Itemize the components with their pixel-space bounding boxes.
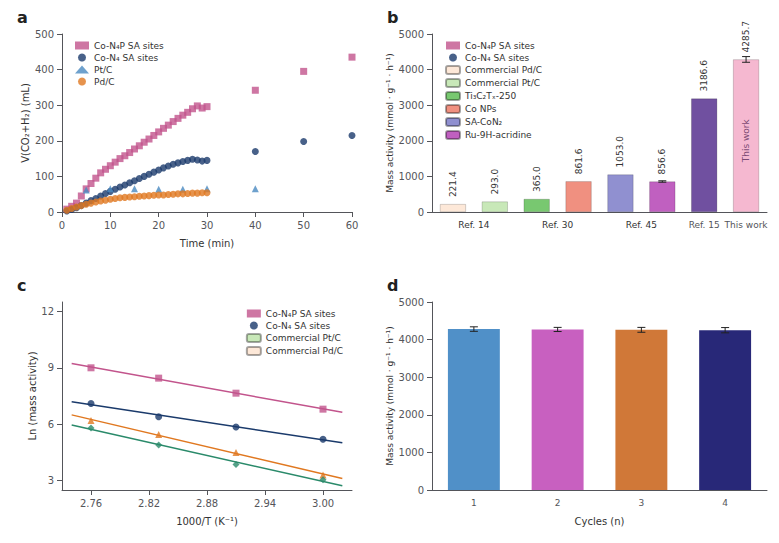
svg-text:3: 3 — [639, 498, 645, 508]
svg-text:Commercial Pt/C: Commercial Pt/C — [266, 333, 341, 343]
svg-text:Time (min): Time (min) — [179, 238, 234, 249]
svg-text:4000: 4000 — [399, 334, 424, 345]
svg-text:10: 10 — [104, 220, 117, 231]
svg-text:This work: This work — [741, 118, 751, 163]
svg-text:4000: 4000 — [399, 64, 424, 75]
svg-text:0: 0 — [418, 485, 424, 496]
svg-text:2.82: 2.82 — [138, 498, 160, 509]
svg-text:Commercial Pd/C: Commercial Pd/C — [465, 65, 542, 75]
svg-text:50: 50 — [297, 220, 310, 231]
svg-text:3000: 3000 — [399, 372, 424, 383]
svg-text:4285.7: 4285.7 — [741, 21, 751, 53]
svg-text:861.6: 861.6 — [574, 148, 584, 174]
svg-text:100: 100 — [35, 171, 54, 182]
svg-text:SA-CoN₂: SA-CoN₂ — [465, 117, 503, 127]
svg-text:9: 9 — [48, 362, 54, 373]
svg-text:3.00: 3.00 — [312, 498, 334, 509]
svg-text:1: 1 — [471, 498, 477, 508]
svg-text:1000: 1000 — [399, 447, 424, 458]
svg-text:Ref. 14: Ref. 14 — [458, 220, 489, 230]
svg-text:2: 2 — [555, 498, 561, 508]
svg-text:Co-N₄P SA sites: Co-N₄P SA sites — [266, 309, 336, 319]
svg-text:This work: This work — [724, 220, 769, 230]
svg-text:0: 0 — [59, 220, 65, 231]
svg-text:2000: 2000 — [399, 409, 424, 420]
svg-text:2.88: 2.88 — [196, 498, 218, 509]
svg-text:400: 400 — [35, 64, 54, 75]
svg-text:Co-N₄ SA sites: Co-N₄ SA sites — [266, 321, 331, 331]
svg-text:20: 20 — [152, 220, 165, 231]
svg-text:5000: 5000 — [399, 29, 424, 40]
svg-text:365.0: 365.0 — [532, 166, 542, 192]
svg-text:Pd/C: Pd/C — [94, 77, 114, 87]
svg-text:Commercial Pt/C: Commercial Pt/C — [465, 78, 540, 88]
svg-text:40: 40 — [249, 220, 262, 231]
svg-text:0: 0 — [48, 207, 54, 218]
svg-text:6: 6 — [48, 419, 54, 430]
svg-text:Co-N₄ SA sites: Co-N₄ SA sites — [465, 53, 530, 63]
svg-text:2000: 2000 — [399, 135, 424, 146]
svg-text:0: 0 — [418, 207, 424, 218]
svg-text:d: d — [387, 276, 398, 295]
svg-text:b: b — [387, 8, 398, 27]
svg-text:a: a — [17, 8, 28, 27]
svg-text:500: 500 — [35, 29, 54, 40]
svg-text:12: 12 — [41, 306, 54, 317]
svg-text:300: 300 — [35, 100, 54, 111]
svg-text:Co-N₄ SA sites: Co-N₄ SA sites — [94, 53, 159, 63]
svg-text:Co-N₄P SA sites: Co-N₄P SA sites — [94, 41, 164, 51]
svg-text:2.94: 2.94 — [254, 498, 276, 509]
svg-text:3186.6: 3186.6 — [699, 60, 709, 92]
svg-text:Cycles (n): Cycles (n) — [575, 516, 625, 527]
svg-text:Mass activity (mmol · g⁻¹ · h⁻: Mass activity (mmol · g⁻¹ · h⁻¹) — [385, 326, 395, 465]
svg-text:1000: 1000 — [399, 171, 424, 182]
svg-text:Ti₃C₂Tₓ-250: Ti₃C₂Tₓ-250 — [464, 91, 516, 101]
svg-text:856.6: 856.6 — [657, 148, 667, 174]
svg-text:200: 200 — [35, 135, 54, 146]
svg-text:Ref. 30: Ref. 30 — [542, 220, 573, 230]
svg-text:Ln (mass activity): Ln (mass activity) — [27, 351, 38, 440]
svg-text:Ref. 45: Ref. 45 — [626, 220, 657, 230]
svg-text:Pt/C: Pt/C — [94, 65, 112, 75]
svg-text:3: 3 — [48, 475, 54, 486]
svg-text:Ru-9H-acridine: Ru-9H-acridine — [465, 130, 532, 140]
svg-text:293.0: 293.0 — [490, 169, 500, 195]
svg-text:5000: 5000 — [399, 297, 424, 308]
svg-text:1053.0: 1053.0 — [615, 136, 625, 168]
svg-text:Co NPs: Co NPs — [465, 104, 497, 114]
svg-text:4: 4 — [722, 498, 728, 508]
svg-text:c: c — [17, 276, 26, 295]
svg-text:Mass activity (mmol · g⁻¹ · h⁻: Mass activity (mmol · g⁻¹ · h⁻¹) — [385, 53, 395, 192]
svg-text:221.4: 221.4 — [448, 171, 458, 197]
svg-text:1000/T (K⁻¹): 1000/T (K⁻¹) — [176, 516, 238, 527]
svg-text:Commercial Pd/C: Commercial Pd/C — [266, 346, 343, 356]
svg-text:60: 60 — [346, 220, 359, 231]
svg-text:30: 30 — [201, 220, 214, 231]
svg-text:2.76: 2.76 — [80, 498, 102, 509]
svg-text:Co-N₄P SA sites: Co-N₄P SA sites — [465, 41, 535, 51]
svg-text:3000: 3000 — [399, 100, 424, 111]
svg-text:V(CO₂+H₂) (mL): V(CO₂+H₂) (mL) — [20, 83, 31, 163]
svg-text:Ref. 15: Ref. 15 — [689, 220, 720, 230]
